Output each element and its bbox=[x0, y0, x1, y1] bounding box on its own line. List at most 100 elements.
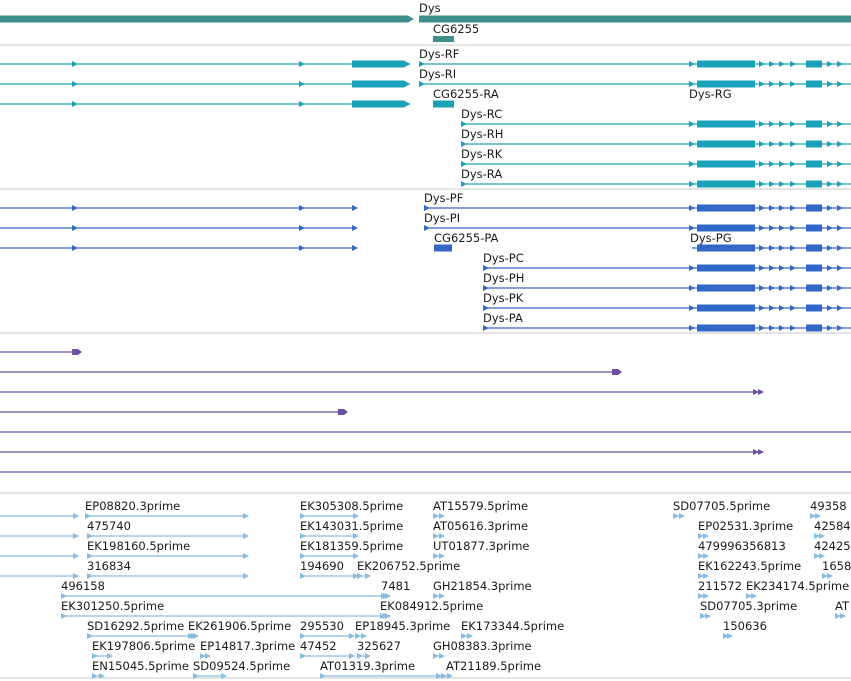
est-feature: GH21854.3prime bbox=[433, 579, 532, 599]
est-feature: EK181359.5prime bbox=[300, 539, 403, 559]
gene-feature bbox=[0, 15, 414, 23]
protein-label: Dys-PC bbox=[483, 251, 524, 265]
protein-arrow bbox=[689, 265, 695, 271]
est-label: 150636 bbox=[723, 619, 767, 633]
gene-feature: Dys bbox=[419, 1, 851, 23]
est-arrow bbox=[814, 533, 820, 539]
protein-exon bbox=[697, 264, 755, 272]
est-arrow bbox=[380, 613, 386, 619]
gene-bar bbox=[433, 36, 454, 42]
est-arrow bbox=[447, 673, 453, 679]
protein-exon bbox=[697, 284, 755, 292]
transcript-model: Dys-RK bbox=[461, 147, 851, 168]
protein-arrow bbox=[352, 205, 358, 211]
protein-arrow bbox=[837, 205, 843, 211]
est-feature: EK206752.5prime bbox=[357, 559, 460, 579]
protein-arrow bbox=[424, 205, 430, 211]
transcript-exon bbox=[806, 180, 822, 188]
transcript-track: Dys-RF Dys-RI CG6255-RA Dys-RG Dys-RC Dys-RH D… bbox=[0, 47, 851, 188]
est-feature: UT01877.3prime bbox=[433, 539, 530, 559]
est-label: 316834 bbox=[87, 559, 131, 573]
est-feature: EK197806.5prime bbox=[92, 639, 195, 659]
est-arrow bbox=[673, 513, 679, 519]
est-feature: EK301250.5prime bbox=[61, 599, 389, 619]
est-feature: SD16292.5prime bbox=[87, 619, 197, 639]
est-feature: 194690 bbox=[300, 559, 359, 579]
est-feature: 150636 bbox=[723, 619, 767, 639]
transcript-arrow bbox=[419, 81, 425, 87]
transcript-arrow bbox=[779, 121, 785, 127]
est-label: EP14817.3prime bbox=[200, 639, 295, 653]
est-feature: EP18945.3prime bbox=[355, 619, 450, 639]
est-arrow bbox=[822, 573, 828, 579]
protein-exon bbox=[697, 304, 755, 312]
est-track: EP08820.3prime 475740 EK198160.5prime 31683… bbox=[0, 499, 851, 679]
est-arrow bbox=[814, 553, 820, 559]
feature-track bbox=[0, 349, 851, 473]
feature-arrow bbox=[753, 389, 759, 395]
est-arrow bbox=[703, 533, 709, 539]
transcript-arrow bbox=[689, 121, 695, 127]
protein-arrow bbox=[769, 305, 775, 311]
protein-arrow bbox=[837, 305, 843, 311]
est-arrow bbox=[679, 513, 685, 519]
est-arrow bbox=[819, 533, 825, 539]
feature-arrow bbox=[758, 389, 764, 395]
protein-arrow bbox=[790, 225, 796, 231]
protein-arrow bbox=[759, 265, 765, 271]
est-arrow bbox=[355, 633, 361, 639]
protein-arrow bbox=[72, 225, 78, 231]
protein-arrow bbox=[299, 225, 305, 231]
transcript-arrow bbox=[759, 61, 765, 67]
est-arrow bbox=[835, 613, 841, 619]
est-label: EK162243.5prime bbox=[698, 559, 801, 573]
protein-arrow bbox=[689, 205, 695, 211]
est-label: EP08820.3prime bbox=[85, 499, 180, 513]
transcript-exon bbox=[352, 100, 404, 108]
est-arrow bbox=[193, 633, 199, 639]
est-arrow bbox=[87, 573, 93, 579]
est-feature: AT15579.5prime bbox=[433, 499, 528, 519]
est-arrow bbox=[61, 593, 67, 599]
feature-end-cap bbox=[338, 409, 348, 415]
transcript-arrow bbox=[759, 161, 765, 167]
est-label: GH21854.3prime bbox=[433, 579, 532, 593]
transcript-arrow bbox=[759, 181, 765, 187]
protein-arrow bbox=[779, 205, 785, 211]
transcript-label: Dys-RI bbox=[419, 67, 456, 81]
est-arrow bbox=[700, 613, 706, 619]
protein-arrow bbox=[827, 265, 833, 271]
protein-exon bbox=[697, 324, 755, 332]
transcript-arrow bbox=[72, 101, 78, 107]
transcript-model: Dys-RC bbox=[461, 107, 851, 128]
est-feature: EK143031.5prime bbox=[300, 519, 403, 539]
est-label: AT15579.5prime bbox=[433, 499, 528, 513]
transcript-arrow bbox=[827, 61, 833, 67]
est-label: SD16292.5prime bbox=[87, 619, 184, 633]
est-label: EN15045.5prime bbox=[92, 659, 189, 673]
est-feature: EK173344.5prime bbox=[461, 619, 564, 639]
transcript-model: Dys-RA bbox=[461, 167, 851, 188]
protein-model: Dys-PG bbox=[690, 231, 851, 252]
est-arrow bbox=[300, 633, 306, 639]
transcript-arrow bbox=[759, 141, 765, 147]
transcript-arrow bbox=[299, 81, 305, 87]
est-arrow bbox=[73, 533, 79, 539]
est-arrow bbox=[461, 633, 467, 639]
protein-label: Dys-PG bbox=[690, 231, 732, 245]
est-arrow bbox=[703, 593, 709, 599]
protein-model: Dys-PK bbox=[483, 291, 851, 312]
est-label: 49358 bbox=[810, 499, 847, 513]
est-label: EK143031.5prime bbox=[300, 519, 403, 533]
transcript-exon bbox=[806, 160, 822, 168]
transcript-arrowhead bbox=[404, 60, 410, 68]
est-arrow bbox=[92, 673, 98, 679]
est-feature: EK234174.5prime bbox=[746, 579, 849, 599]
protein-arrow bbox=[837, 265, 843, 271]
est-feature: 496158 bbox=[61, 579, 389, 599]
transcript-arrow bbox=[299, 61, 305, 67]
est-feature: EK084912.5prime bbox=[380, 599, 483, 619]
est-label: SD07705.3prime bbox=[700, 599, 797, 613]
transcript-arrow bbox=[769, 141, 775, 147]
